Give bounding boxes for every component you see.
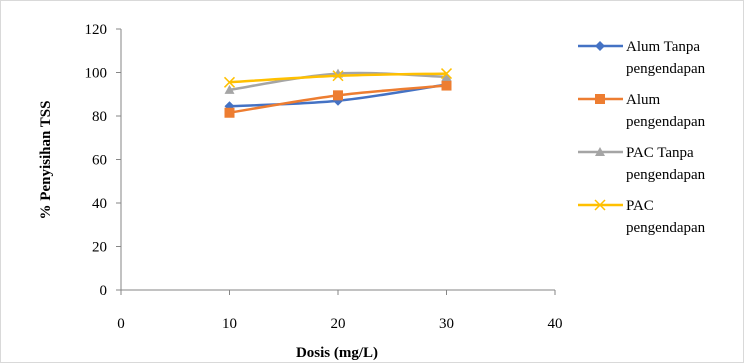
legend-label: Alum Tanpa (626, 39, 700, 55)
y-tick-label: 60 (92, 153, 107, 169)
data-point (441, 80, 452, 91)
data-point (224, 107, 235, 118)
series-4 (223, 68, 453, 88)
legend-entry-3: PAC Tanpa pengendapan (578, 145, 706, 183)
legend: Alum TanpapengendapanAlumpengendapanPAC … (578, 39, 706, 236)
legend-label: PAC Tanpa (626, 145, 694, 161)
data-point (223, 76, 236, 88)
data-point (440, 68, 453, 80)
data-point (332, 70, 344, 82)
data-point (224, 84, 235, 94)
y-tick-label: 100 (85, 66, 108, 82)
legend-label: PAC (626, 198, 654, 214)
x-tick-label: 10 (222, 316, 237, 332)
y-tick-label: 40 (92, 196, 107, 212)
legend-label: pengendapan (626, 114, 706, 130)
axes: 0 20 40 60 80 100 120 0 10 20 30 40 (85, 22, 563, 332)
y-tick-label: 20 (92, 240, 107, 256)
legend-label: pengendapan (626, 61, 706, 77)
legend-marker (594, 199, 606, 211)
data-point (441, 71, 452, 81)
legend-marker (595, 147, 605, 156)
y-tick-label: 0 (100, 283, 108, 299)
x-tick-label: 40 (548, 316, 563, 332)
x-tick-label: 20 (331, 316, 346, 332)
legend-entry-1: Alum Tanpa pengendapan (578, 39, 706, 77)
legend-label: Alum (626, 92, 661, 108)
legend-entry-4: PAC pengendapan (578, 198, 706, 236)
y-tick-label: 120 (85, 22, 108, 38)
legend-marker (595, 94, 605, 104)
legend-marker (595, 41, 605, 51)
x-axis-title: Dosis (mg/L) (296, 345, 378, 361)
series-layer (223, 68, 453, 118)
x-tick-label: 30 (439, 316, 454, 332)
legend-label: pengendapan (626, 220, 706, 236)
legend-entry-2: Alum pengendapan (578, 92, 706, 130)
y-axis-title: % Penyisihan TSS (38, 101, 54, 220)
data-point (333, 90, 343, 101)
x-tick-label: 0 (117, 316, 125, 332)
series-2 (224, 80, 452, 118)
y-tick-label: 80 (92, 109, 107, 125)
legend-label: pengendapan (626, 167, 706, 183)
